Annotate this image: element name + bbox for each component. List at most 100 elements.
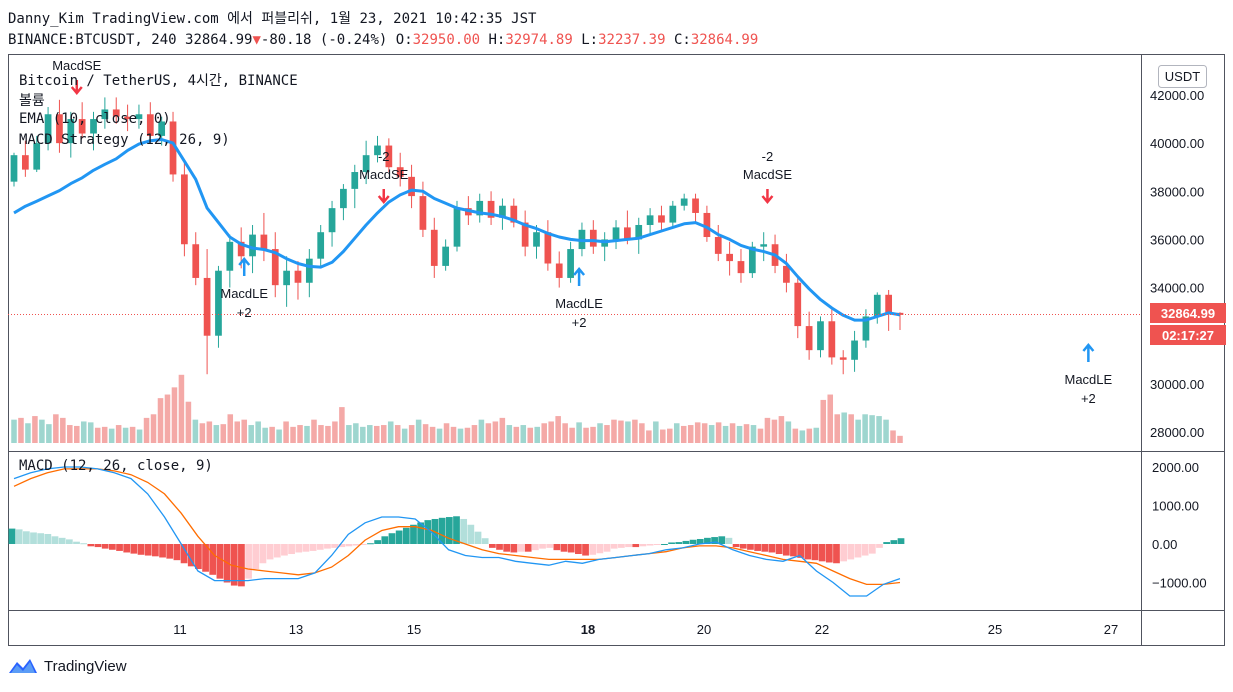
time-tick: 20 — [697, 622, 711, 637]
candle-body — [658, 215, 665, 223]
histogram-bar — [402, 527, 410, 544]
volume-bar — [422, 424, 429, 443]
histogram-bar — [668, 542, 675, 544]
volume-bar — [311, 419, 317, 443]
volume-bar — [436, 428, 443, 443]
candle-body — [135, 114, 143, 120]
candle-body — [453, 208, 461, 247]
candle-body — [56, 114, 63, 144]
histogram-bar — [159, 544, 166, 558]
volume-bar — [513, 426, 520, 443]
legend-strategy[interactable]: MACD Strategy (12, 26, 9) — [19, 132, 230, 148]
volume-bar — [632, 419, 638, 443]
volume-bar — [694, 422, 701, 443]
histogram-bar — [825, 544, 833, 563]
histogram-bar — [625, 544, 632, 548]
histogram-bar — [861, 544, 869, 556]
legend-macd[interactable]: MACD (12, 26, close, 9) — [19, 458, 213, 474]
volume-bar — [813, 427, 820, 443]
volume-bar — [736, 425, 743, 443]
price-tick: 34000.00 — [1150, 281, 1204, 296]
histogram-bar — [553, 544, 561, 551]
volume-bar — [701, 423, 708, 443]
histogram-bar — [818, 544, 826, 562]
time-axis[interactable]: 11 13 15 18 20 22 25 27 — [173, 622, 1118, 637]
candle-body — [294, 270, 302, 283]
price-tick: 36000.00 — [1150, 232, 1204, 247]
volume-bar — [192, 419, 199, 443]
histogram-bar — [22, 531, 30, 544]
long-entry-arrow — [238, 257, 251, 276]
volume-bar — [136, 429, 143, 443]
candle-body — [533, 232, 540, 247]
volume-bar — [374, 425, 380, 443]
open-label: O: — [395, 32, 413, 48]
volume-bar — [157, 398, 164, 443]
histogram-bar — [173, 544, 181, 561]
volume-bar — [60, 417, 66, 443]
volume-bar — [18, 417, 24, 443]
volume-bar — [478, 419, 485, 443]
histogram-bar — [725, 537, 733, 544]
histogram-bar — [618, 544, 625, 548]
histogram-bar — [646, 544, 654, 546]
price-axis[interactable]: 28000.0030000.0032000.0034000.0036000.00… — [1150, 88, 1204, 440]
open-value: 32950.00 — [412, 32, 481, 48]
long-entry-arrow — [1082, 343, 1095, 362]
volume-bar — [283, 421, 289, 443]
histogram-bar — [65, 539, 73, 544]
histogram-bar — [438, 517, 446, 544]
candle-body — [374, 145, 381, 156]
histogram-bar — [689, 539, 697, 544]
volume-bar — [304, 425, 310, 443]
volume-bar — [680, 425, 687, 443]
legend-title[interactable]: Bitcoin / TetherUS, 4시간, BINANCE — [19, 73, 298, 89]
candle-body — [169, 121, 177, 175]
candles — [10, 97, 904, 375]
macd-tick: 1000.00 — [1152, 499, 1199, 514]
histogram-bar — [30, 532, 37, 544]
legend-volume[interactable]: 볼륨 — [19, 93, 45, 109]
histogram-bar — [797, 544, 804, 558]
volume-bar — [541, 423, 547, 443]
candle-body — [385, 145, 393, 168]
volume-bar — [25, 423, 31, 443]
candle-body — [555, 263, 563, 278]
legend-ema[interactable]: EMA (10, close, 0) — [19, 111, 171, 127]
currency-button[interactable]: USDT — [1158, 65, 1207, 88]
histogram-bar — [589, 544, 597, 555]
down-arrow-icon: ▼ — [252, 32, 261, 48]
candle-body — [748, 246, 756, 274]
histogram-bar — [675, 542, 683, 544]
histogram-bar — [467, 524, 475, 544]
volume-bar — [297, 425, 303, 443]
volume-bar — [32, 416, 38, 443]
symbol-name[interactable]: BINANCE:BTCUSDT, 240 — [8, 32, 177, 48]
volume-bar — [46, 424, 52, 443]
volume-bar — [715, 422, 722, 443]
volume-bar — [492, 421, 499, 443]
histogram-bar — [166, 544, 174, 559]
histogram-bar — [137, 544, 145, 555]
histogram-bar — [288, 544, 295, 555]
volume-bar — [862, 414, 868, 443]
short-entry-qty: -2 — [378, 149, 390, 164]
candle-body — [805, 326, 813, 351]
volume-bar — [576, 422, 582, 443]
volume-bar — [604, 425, 610, 443]
candle-body — [862, 316, 870, 341]
tradingview-logo[interactable]: TradingView — [8, 656, 127, 676]
volume-bar — [548, 421, 554, 443]
last-price-label: 32864.99 — [1161, 306, 1215, 321]
histogram-bar — [790, 544, 797, 557]
candle-body — [430, 229, 438, 266]
candle-body — [340, 188, 347, 209]
volume-bar — [248, 425, 254, 443]
candle-body — [828, 321, 836, 358]
macd-axis[interactable]: 2000.00 1000.00 0.00 −1000.00 — [1152, 460, 1207, 591]
histogram-bar — [130, 544, 138, 554]
price-tick: 38000.00 — [1150, 184, 1204, 199]
volume-bar — [94, 427, 101, 443]
signal-line — [13, 468, 901, 586]
